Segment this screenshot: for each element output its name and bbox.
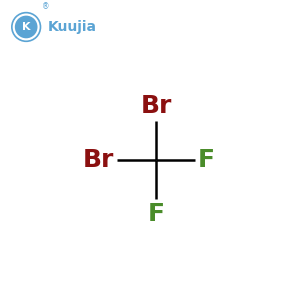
Text: Br: Br [83,148,114,172]
Text: F: F [198,148,215,172]
Text: Br: Br [140,94,172,118]
Text: F: F [148,202,164,226]
Circle shape [15,16,38,38]
Text: Kuujia: Kuujia [48,20,97,34]
Text: K: K [22,22,30,32]
Text: ®: ® [42,2,50,11]
